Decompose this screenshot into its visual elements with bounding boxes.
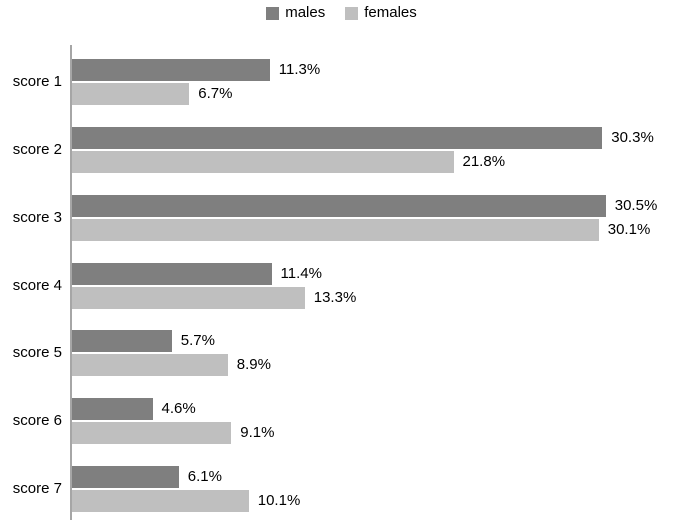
category-label: score 7 bbox=[12, 480, 62, 498]
value-label-males: 6.1% bbox=[187, 468, 222, 486]
value-label-males: 30.3% bbox=[611, 128, 654, 146]
bar-line-males: 4.6% bbox=[72, 398, 683, 421]
bar-line-females: 8.9% bbox=[72, 354, 683, 377]
category-row-5: score 5 5.7% 8.9% bbox=[13, 316, 683, 384]
bar-males bbox=[72, 194, 606, 217]
plot-area: score 1 11.3% 6.7% score 2 30.3% 21.8% score 3… bbox=[13, 45, 683, 520]
males-swatch-icon bbox=[266, 6, 280, 20]
category-label: score 5 bbox=[12, 344, 62, 362]
chart-legend: males females bbox=[0, 4, 683, 22]
bar-line-females: 30.1% bbox=[72, 218, 683, 241]
bar-line-males: 11.3% bbox=[72, 59, 683, 81]
category-row-6: score 6 4.6% 9.1% bbox=[13, 384, 683, 452]
bar-line-females: 10.1% bbox=[72, 490, 683, 513]
value-label-females: 10.1% bbox=[257, 492, 301, 510]
bar-females bbox=[72, 83, 190, 105]
legend-label-males: males bbox=[285, 4, 326, 21]
bar-line-females: 21.8% bbox=[72, 150, 683, 173]
bar-females bbox=[72, 422, 232, 445]
bar-line-males: 30.3% bbox=[72, 126, 683, 149]
legend-item-males: males bbox=[266, 4, 325, 22]
category-label: score 1 bbox=[12, 73, 62, 90]
value-label-males: 30.5% bbox=[614, 196, 658, 214]
value-label-males: 11.3% bbox=[278, 61, 321, 78]
value-label-females: 13.3% bbox=[313, 288, 357, 306]
category-row-2: score 2 30.3% 21.8% bbox=[13, 113, 683, 181]
bar-males bbox=[72, 330, 172, 353]
bar-males bbox=[72, 59, 270, 81]
bar-females bbox=[72, 218, 599, 241]
bar-line-females: 13.3% bbox=[72, 286, 683, 309]
bar-line-females: 9.1% bbox=[72, 422, 683, 445]
category-label: score 3 bbox=[12, 208, 62, 226]
category-label: score 4 bbox=[12, 276, 62, 294]
value-label-females: 9.1% bbox=[240, 424, 275, 442]
bar-line-females: 6.7% bbox=[72, 83, 683, 105]
value-label-females: 30.1% bbox=[607, 220, 651, 238]
category-row-1: score 1 11.3% 6.7% bbox=[13, 45, 683, 113]
value-label-males: 4.6% bbox=[161, 400, 196, 418]
legend-label-females: females bbox=[364, 4, 417, 21]
bar-males bbox=[72, 262, 272, 285]
category-row-4: score 4 11.4% 13.3% bbox=[13, 249, 683, 317]
bar-line-males: 6.1% bbox=[72, 466, 683, 489]
value-label-males: 5.7% bbox=[180, 332, 215, 350]
bar-females bbox=[72, 150, 454, 173]
category-row-7: score 7 6.1% 10.1% bbox=[13, 452, 683, 520]
bar-line-males: 5.7% bbox=[72, 330, 683, 353]
value-label-females: 6.7% bbox=[198, 85, 233, 102]
value-label-females: 8.9% bbox=[236, 356, 271, 374]
bar-males bbox=[72, 466, 179, 489]
bar-females bbox=[72, 354, 228, 377]
legend-item-females: females bbox=[345, 4, 417, 22]
bar-females bbox=[72, 490, 249, 513]
bar-line-males: 30.5% bbox=[72, 194, 683, 217]
bar-line-males: 11.4% bbox=[72, 262, 683, 285]
females-swatch-icon bbox=[345, 6, 359, 20]
bar-males bbox=[72, 398, 153, 421]
value-label-males: 11.4% bbox=[280, 264, 322, 282]
bar-females bbox=[72, 286, 305, 309]
category-label: score 2 bbox=[12, 140, 62, 158]
category-row-3: score 3 30.5% 30.1% bbox=[13, 181, 683, 249]
value-label-females: 21.8% bbox=[462, 152, 506, 170]
bar-males bbox=[72, 126, 603, 149]
category-label: score 6 bbox=[12, 412, 62, 430]
